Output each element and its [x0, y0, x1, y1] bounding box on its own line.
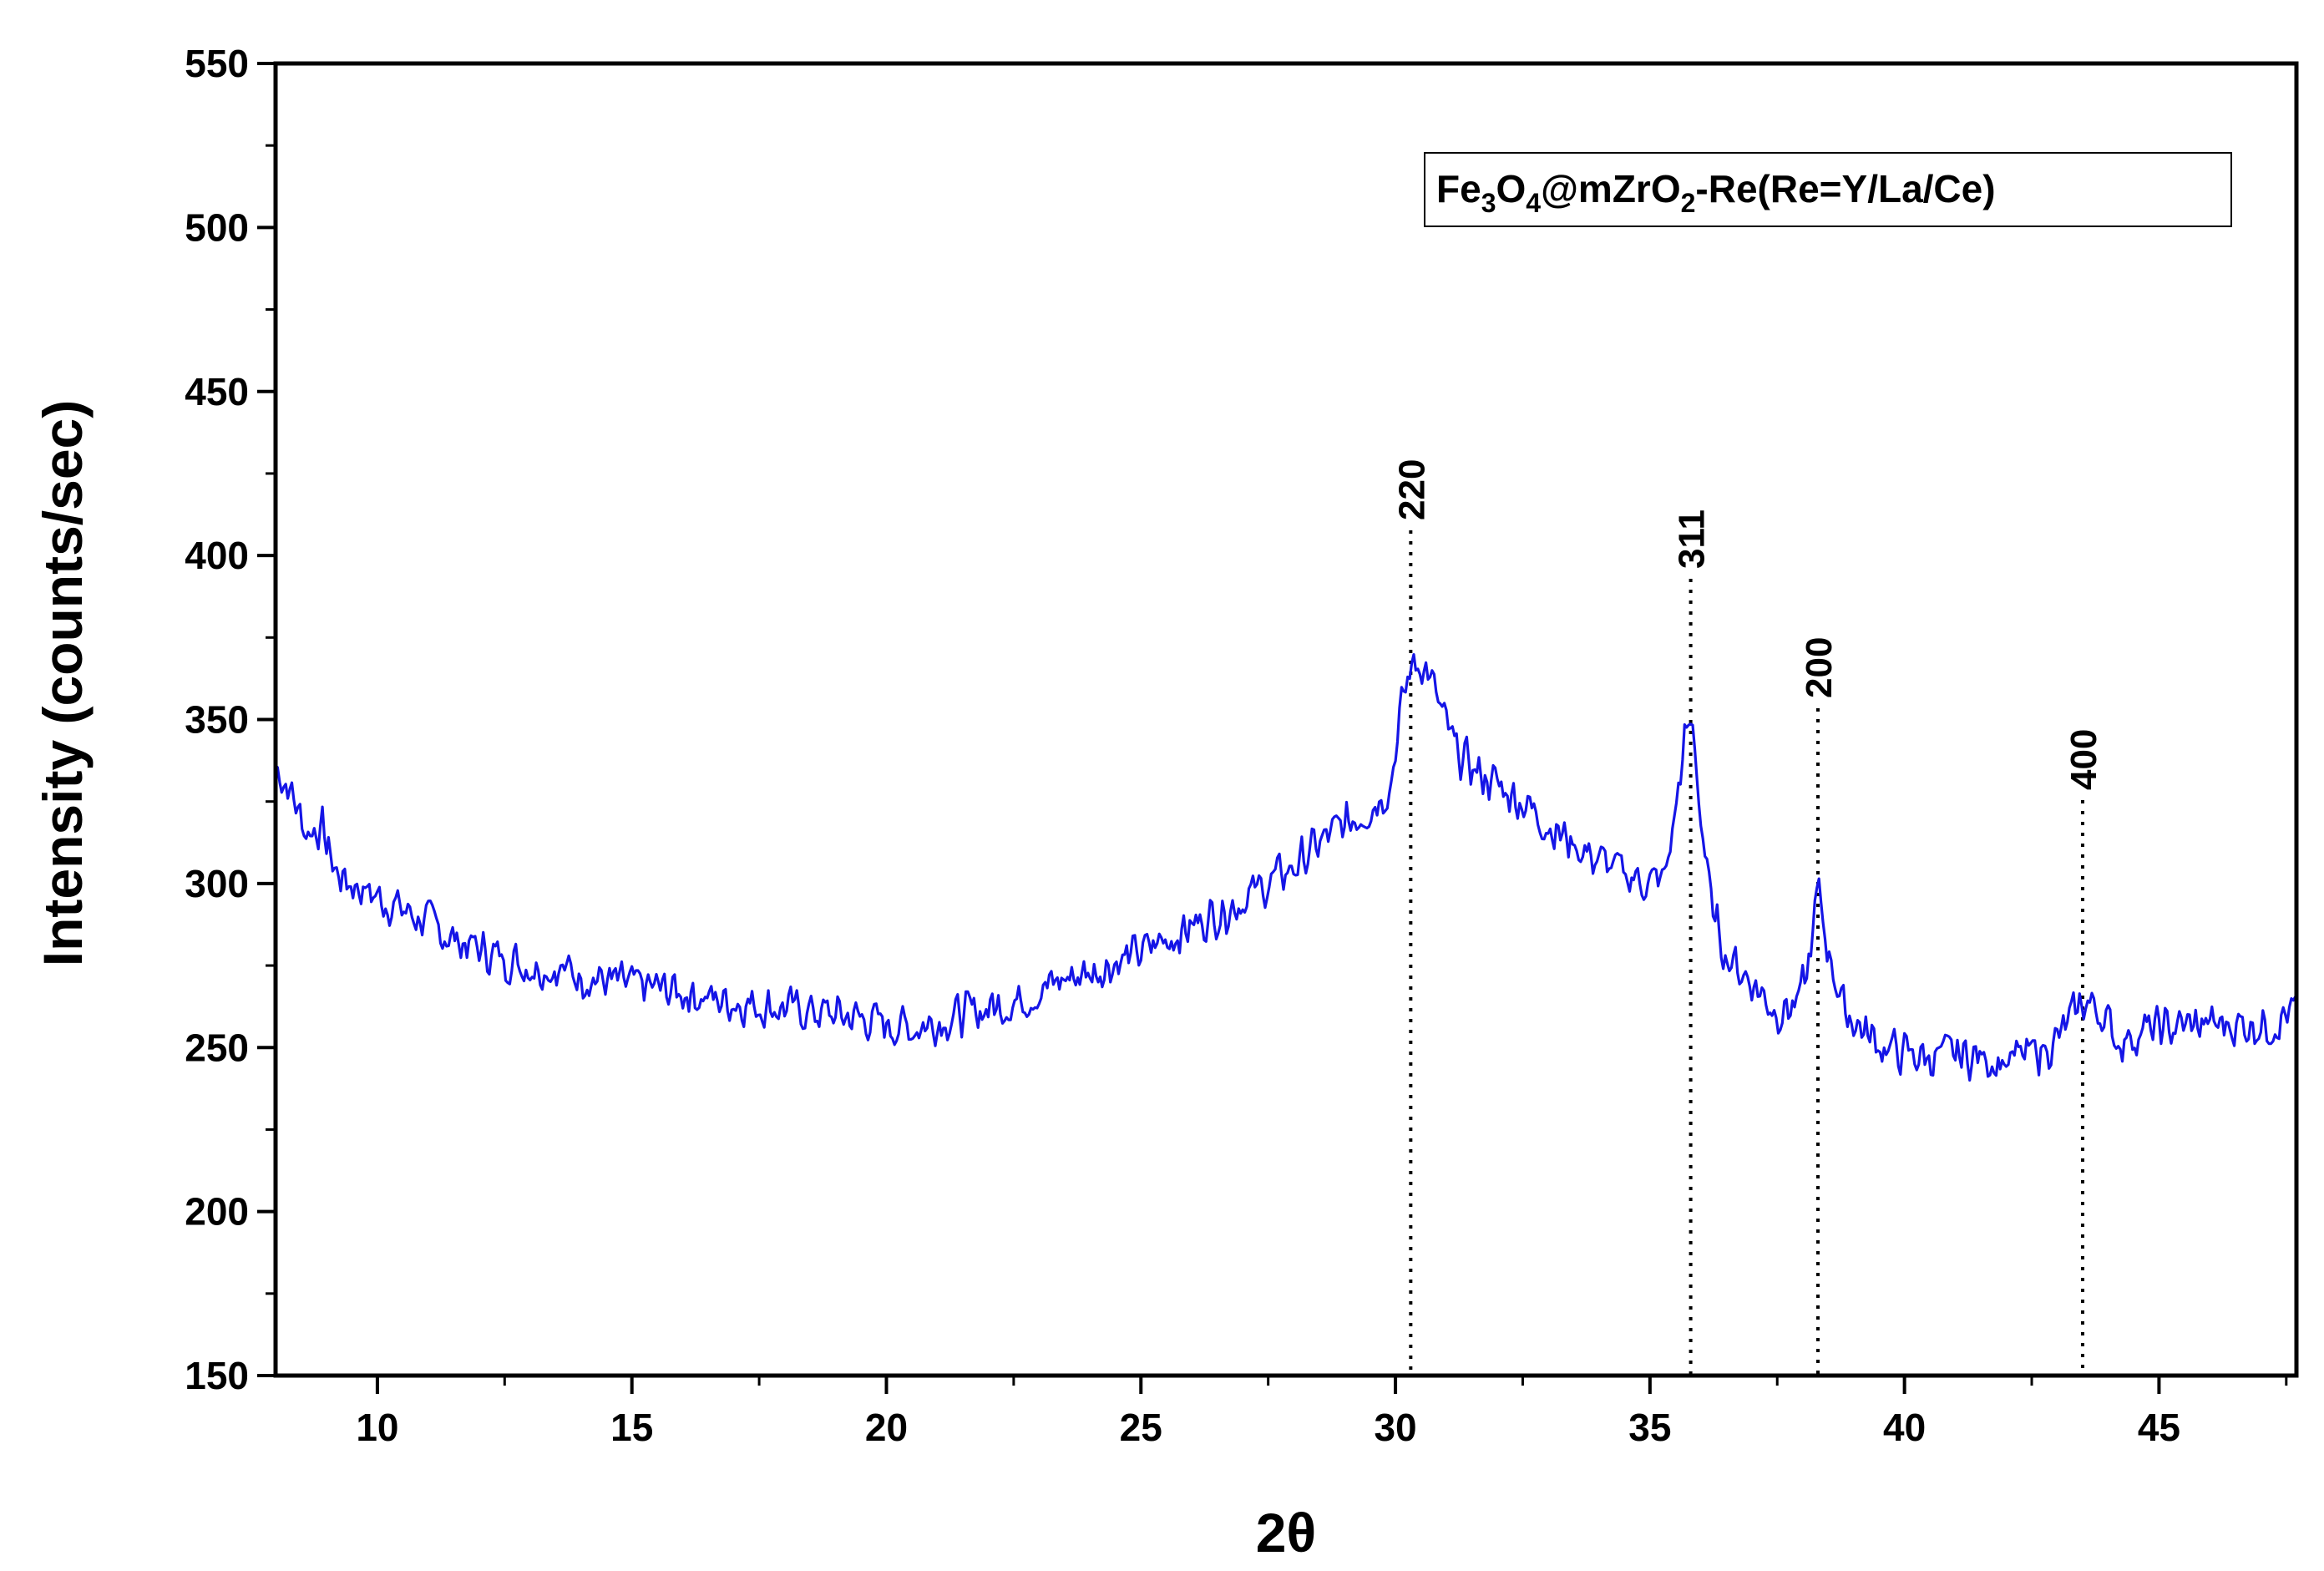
legend-frame [1424, 152, 2232, 227]
x-tick-label: 15 [610, 1406, 653, 1449]
x-tick-label: 45 [2138, 1406, 2180, 1449]
y-tick-label: 250 [185, 1026, 249, 1069]
legend-subscript: 4 [1526, 188, 1541, 218]
x-axis-ticks: 10 15 20 25 30 35 40 45 [356, 1376, 2288, 1449]
y-tick-label: 550 [185, 42, 249, 85]
y-axis-ticks: 150 200 250 300 350 400 450 500 550 [185, 42, 276, 1397]
x-axis-title: 2θ [1256, 1502, 1316, 1563]
legend-box: Fe3O4@mZrO2-Re(Re=Y/La/Ce) [1424, 152, 2232, 227]
x-tick-label: 20 [865, 1406, 908, 1449]
legend-segment: Fe [1436, 167, 1481, 210]
series-line [274, 653, 2297, 1082]
legend-label: Fe3O4@mZrO2-Re(Re=Y/La/Ce) [1436, 167, 1996, 218]
y-tick-label: 500 [185, 205, 249, 249]
legend-segment: O [1496, 167, 1526, 210]
legend-subscript: 3 [1481, 188, 1496, 218]
peak-lines: 220 311 200 400 [1391, 459, 2104, 1376]
y-tick-label: 150 [185, 1354, 249, 1397]
legend-subscript: 2 [1681, 188, 1696, 218]
x-tick-label: 10 [356, 1406, 398, 1449]
y-axis-title: Intensity (counts/sec) [32, 400, 94, 966]
peak-label: 311 [1672, 509, 1713, 569]
x-tick-label: 35 [1628, 1406, 1671, 1449]
y-tick-label: 200 [185, 1190, 249, 1234]
y-tick-label: 450 [185, 370, 249, 413]
y-tick-label: 300 [185, 862, 249, 905]
series-layer [274, 653, 2297, 1082]
legend-segment: -Re(Re=Y/La/Ce) [1695, 167, 1995, 210]
x-tick-label: 40 [1883, 1406, 1926, 1449]
x-tick-label: 30 [1374, 1406, 1416, 1449]
plot-frame [273, 61, 2299, 1378]
peak-label: 220 [1391, 459, 1432, 520]
y-tick-label: 350 [185, 698, 249, 742]
peak-label: 200 [1799, 637, 1840, 698]
y-tick-label: 400 [185, 534, 249, 577]
peak-label: 400 [2063, 729, 2104, 790]
legend-segment: @mZrO [1541, 167, 1681, 210]
x-tick-label: 25 [1120, 1406, 1162, 1449]
